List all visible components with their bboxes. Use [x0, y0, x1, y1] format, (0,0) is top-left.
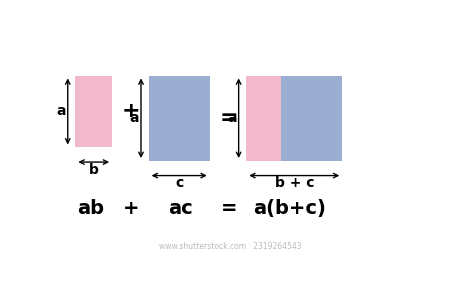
Text: ab: ab	[77, 199, 104, 218]
FancyBboxPatch shape	[281, 76, 342, 161]
Text: b + c: b + c	[274, 176, 314, 190]
FancyBboxPatch shape	[76, 76, 112, 147]
Text: +: +	[123, 199, 140, 218]
FancyBboxPatch shape	[148, 76, 210, 161]
Text: a: a	[129, 111, 139, 125]
FancyBboxPatch shape	[246, 76, 281, 161]
Text: c: c	[175, 176, 183, 190]
Text: a: a	[56, 105, 66, 119]
Text: www.shutterstock.com · 2319264543: www.shutterstock.com · 2319264543	[159, 242, 302, 251]
Text: a(b+c): a(b+c)	[253, 199, 326, 218]
Text: +: +	[122, 102, 140, 121]
Text: =: =	[220, 199, 237, 218]
Text: a: a	[227, 111, 236, 125]
Text: b: b	[89, 163, 99, 177]
Text: ac: ac	[168, 199, 193, 218]
Text: =: =	[220, 108, 238, 128]
